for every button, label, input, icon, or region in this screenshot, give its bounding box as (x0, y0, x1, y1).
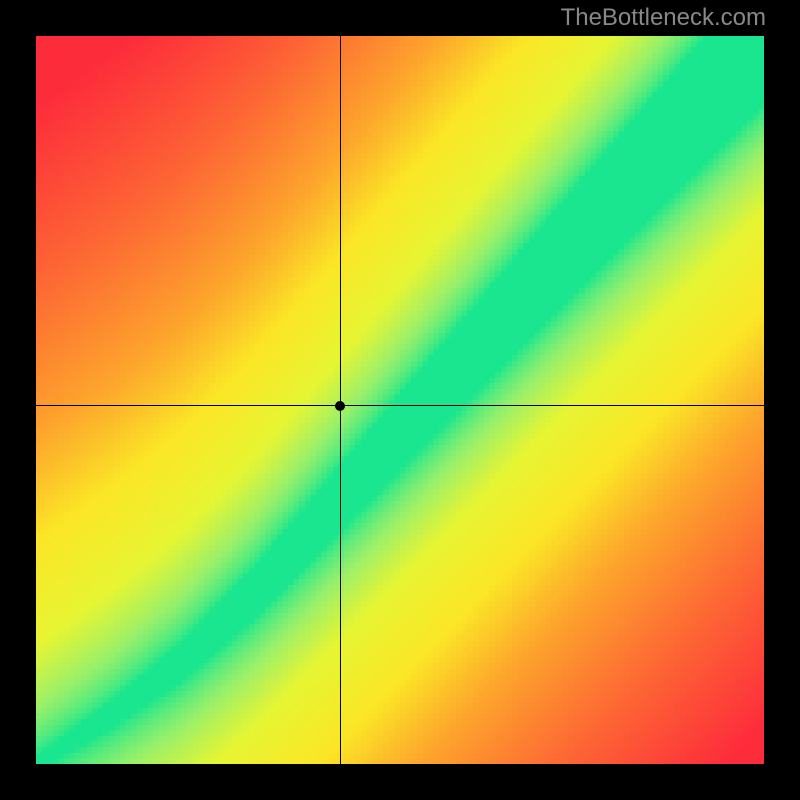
bottleneck-heatmap (36, 36, 764, 764)
watermark-text: TheBottleneck.com (561, 4, 766, 32)
crosshair-horizontal (36, 405, 764, 406)
chart-container: TheBottleneck.com (0, 0, 800, 800)
